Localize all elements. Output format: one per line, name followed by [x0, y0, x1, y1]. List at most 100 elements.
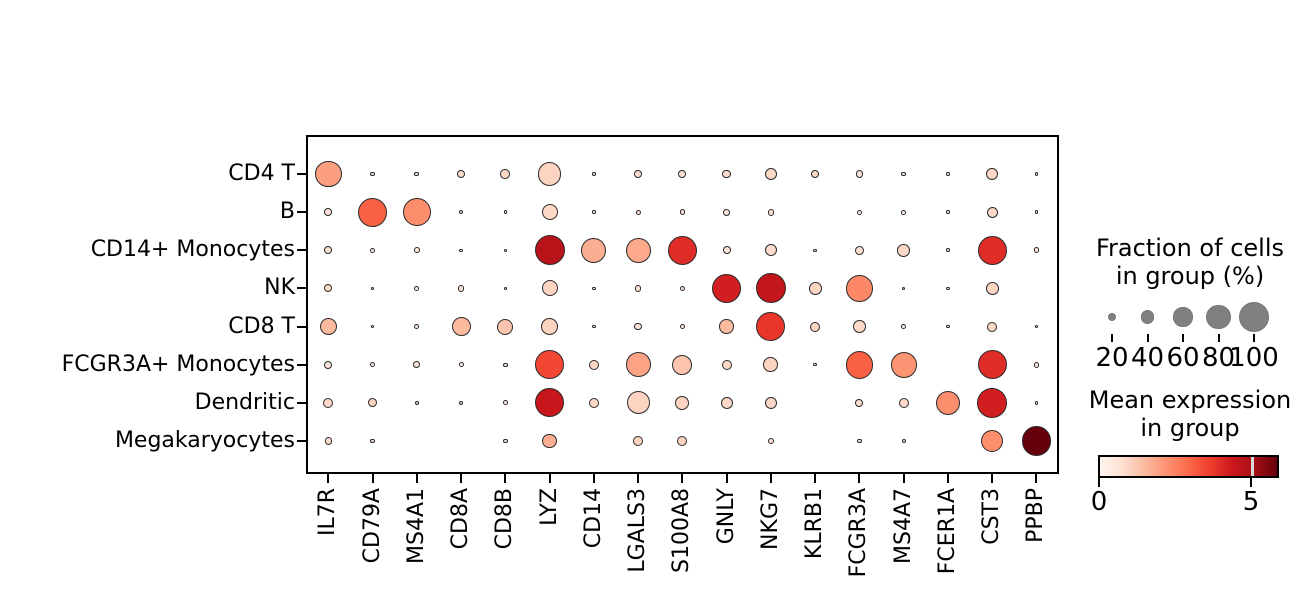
expression-dot-LGALS3-Megakaryocytes	[633, 435, 644, 446]
x-tick-label: PPBP	[1023, 488, 1049, 543]
expression-dot-FCER1A-Dendritic	[935, 390, 960, 415]
expression-dot-CD8B-B	[503, 210, 508, 214]
size-legend-value: 100	[1229, 343, 1279, 373]
expression-dot-FCGR3A-CD14+-Monocytes	[854, 245, 864, 255]
y-tick	[297, 325, 306, 328]
expression-dot-FCGR3A-NK	[846, 275, 873, 302]
expression-dot-CST3-CD8-T	[987, 321, 998, 332]
expression-dot-GNLY-NK	[712, 273, 742, 303]
expression-dot-MS4A1-FCGR3A+-Monocytes	[413, 361, 421, 369]
expression-dot-CD79A-CD4-T	[370, 171, 375, 177]
expression-dot-LYZ-NK	[541, 280, 558, 297]
size-legend-value: 60	[1166, 343, 1200, 373]
y-tick-label: CD8 T	[228, 313, 295, 339]
expression-dot-S100A8-FCGR3A+-Monocytes	[672, 354, 693, 375]
expression-dot-LGALS3-B	[635, 209, 641, 215]
x-tick	[371, 474, 374, 483]
expression-dot-CD8A-CD8-T	[451, 317, 471, 337]
expression-dot-IL7R-B	[324, 208, 333, 217]
expression-dot-MS4A7-FCGR3A+-Monocytes	[890, 351, 917, 378]
expression-dot-FCGR3A-B	[856, 209, 862, 215]
x-tick-label: MS4A7	[890, 488, 916, 564]
x-tick	[592, 474, 595, 483]
size-legend-dot-60	[1173, 307, 1193, 327]
size-legend-dot-100	[1239, 302, 1269, 332]
expression-dot-CD8A-CD14+-Monocytes	[459, 248, 463, 253]
expression-dot-NKG7-FCGR3A+-Monocytes	[763, 357, 779, 373]
expression-dot-S100A8-Megakaryocytes	[677, 435, 688, 446]
expression-dot-S100A8-CD8-T	[679, 324, 685, 329]
expression-dot-FCGR3A-Dendritic	[855, 398, 864, 407]
colorbar-tick-line	[1251, 457, 1254, 476]
expression-dot-LYZ-CD8-T	[541, 318, 559, 336]
expression-dot-PPBP-CD4-T	[1034, 172, 1039, 176]
expression-dot-LGALS3-CD4-T	[634, 170, 643, 178]
size-legend-dot-40	[1140, 310, 1155, 324]
expression-dot-IL7R-Megakaryocytes	[324, 437, 332, 445]
expression-dot-S100A8-CD14+-Monocytes	[667, 235, 697, 265]
expression-dot-PPBP-FCGR3A+-Monocytes	[1033, 361, 1040, 368]
expression-dot-KLRB1-CD4-T	[811, 170, 820, 178]
expression-dot-CST3-CD4-T	[986, 168, 999, 180]
expression-dot-CD8B-NK	[503, 286, 508, 291]
expression-dot-MS4A7-CD8-T	[901, 324, 907, 329]
expression-dot-NKG7-CD14+-Monocytes	[764, 244, 777, 257]
y-tick-label: FCGR3A+ Monocytes	[61, 351, 295, 377]
size-legend-tick	[1217, 334, 1220, 342]
x-tick-label: CD14	[580, 488, 606, 549]
x-tick-label: S100A8	[669, 488, 695, 574]
x-tick-label: CD8B	[492, 488, 518, 550]
expression-dot-PPBP-Megakaryocytes	[1021, 426, 1052, 456]
expression-dot-KLRB1-CD14+-Monocytes	[813, 248, 817, 253]
expression-dot-CD8A-CD4-T	[457, 170, 465, 178]
expression-dot-CD79A-NK	[370, 286, 375, 291]
expression-dot-IL7R-CD14+-Monocytes	[324, 246, 333, 255]
expression-dot-MS4A7-Megakaryocytes	[901, 438, 906, 444]
x-tick-label: CST3	[979, 488, 1005, 545]
y-tick-label: NK	[264, 275, 295, 301]
y-tick-label: CD14+ Monocytes	[90, 237, 295, 263]
size-legend-value: 80	[1201, 343, 1236, 373]
x-tick-label: KLRB1	[802, 488, 828, 560]
size-legend-tick	[1111, 334, 1113, 342]
expression-dot-MS4A7-Dendritic	[898, 397, 909, 408]
expression-dot-KLRB1-FCGR3A+-Monocytes	[813, 362, 817, 367]
expression-dot-CD14-B	[592, 210, 596, 214]
expression-dot-CD8B-Dendritic	[502, 400, 508, 406]
expression-dot-CST3-NK	[985, 282, 999, 295]
expression-dot-CD79A-Dendritic	[368, 398, 378, 408]
x-tick	[548, 474, 551, 483]
expression-dot-FCGR3A-Megakaryocytes	[857, 438, 862, 444]
expression-dot-MS4A7-NK	[901, 286, 906, 291]
y-tick	[297, 439, 306, 442]
expression-dot-MS4A1-CD14+-Monocytes	[413, 247, 420, 254]
expression-dot-NKG7-NK	[755, 273, 786, 304]
expression-dot-PPBP-CD8-T	[1034, 324, 1039, 329]
expression-dot-CST3-B	[986, 206, 998, 218]
x-tick	[769, 474, 772, 483]
x-tick	[946, 474, 949, 483]
x-tick	[460, 474, 463, 483]
expression-dot-LYZ-FCGR3A+-Monocytes	[535, 350, 565, 380]
expression-dot-LGALS3-Dendritic	[626, 391, 650, 415]
expression-dot-MS4A1-B	[402, 198, 431, 227]
expression-dot-NKG7-Dendritic	[764, 396, 777, 409]
expression-dot-KLRB1-NK	[808, 282, 822, 295]
expression-dot-CD8B-CD8-T	[497, 318, 514, 335]
colorbar	[1098, 455, 1279, 478]
expression-dot-CD14-CD4-T	[591, 172, 596, 176]
expression-dot-CD79A-B	[357, 197, 388, 227]
x-tick	[415, 474, 418, 483]
expression-dot-CD14-FCGR3A+-Monocytes	[588, 359, 599, 370]
expression-dot-CD79A-FCGR3A+-Monocytes	[369, 362, 376, 368]
y-tick	[297, 287, 306, 290]
expression-dot-GNLY-CD4-T	[722, 169, 732, 179]
x-tick	[991, 474, 994, 483]
expression-dot-CST3-Dendritic	[977, 387, 1008, 418]
expression-dot-CD8A-FCGR3A+-Monocytes	[458, 362, 464, 368]
expression-dot-CD8B-CD14+-Monocytes	[503, 248, 508, 253]
x-tick-label: LYZ	[536, 488, 562, 526]
expression-dot-PPBP-Dendritic	[1034, 401, 1039, 405]
expression-dot-CD8A-Dendritic	[458, 400, 464, 405]
x-tick-label: CD79A	[359, 488, 385, 564]
